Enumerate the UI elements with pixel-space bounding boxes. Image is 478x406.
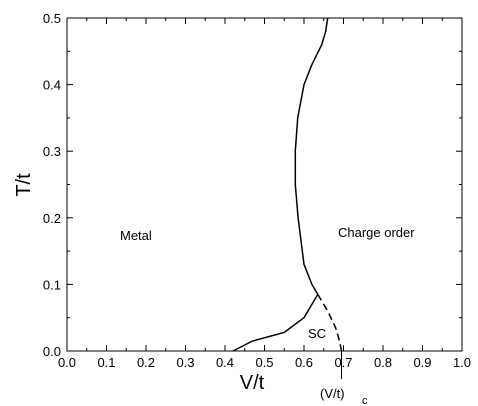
x-tick-label: 0.8 [374, 355, 392, 370]
x-tick-label: 0.3 [176, 355, 194, 370]
x-tick-label: 0.4 [216, 355, 234, 370]
x-tick-label: 0.5 [255, 355, 273, 370]
x-tick-labels: 0.0 0.1 0.2 0.3 0.4 0.5 0.6 0.7 0.8 0.9 1.0 [58, 355, 471, 370]
x-axis-title: V/t [240, 372, 265, 394]
x-tick-label: 0.7 [334, 355, 352, 370]
region-label-sc: SC [308, 326, 326, 341]
x-tick-label: 1.0 [453, 355, 471, 370]
y-tick-label: 0.4 [43, 78, 61, 93]
solid-boundary-line [232, 17, 329, 352]
x-tick-label: 0.6 [295, 355, 313, 370]
x-tick-label: 0.2 [137, 355, 155, 370]
critical-point-label: (V/t) [320, 386, 345, 401]
plot-frame [66, 17, 463, 352]
phase-boundary-lines [232, 17, 343, 352]
region-label-charge-order: Charge order [338, 225, 415, 240]
y-tick-label: 0.3 [43, 144, 61, 159]
axis-ticks [66, 17, 463, 352]
y-tick-label: 0.1 [43, 277, 61, 292]
critical-point-subscript: c [362, 395, 368, 406]
x-tick-label: 0.0 [58, 355, 76, 370]
y-tick-labels: 0.0 0.1 0.2 0.3 0.4 0.5 [43, 11, 61, 359]
y-axis-title: T/t [13, 173, 35, 197]
y-tick-label: 0.0 [43, 344, 61, 359]
dashed-boundary-line [317, 294, 343, 352]
x-tick-label: 0.1 [97, 355, 115, 370]
x-tick-label: 0.9 [413, 355, 431, 370]
y-tick-label: 0.5 [43, 11, 61, 26]
y-tick-label: 0.2 [43, 211, 61, 226]
region-label-metal: Metal [120, 228, 152, 243]
